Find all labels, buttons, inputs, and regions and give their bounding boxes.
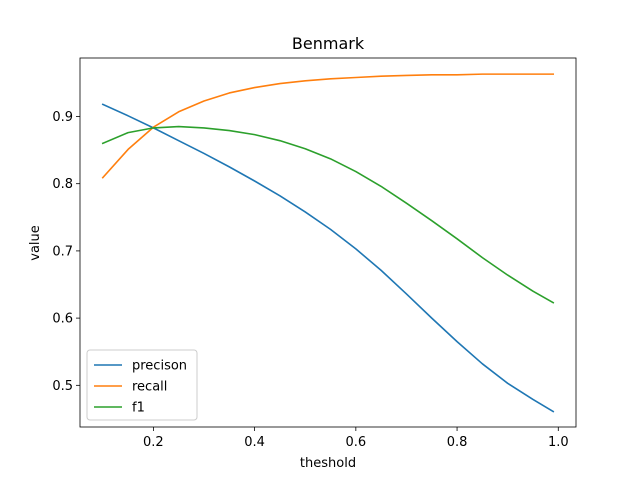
x-tick-label: 0.6 (345, 435, 366, 450)
x-tick-label: 1.0 (548, 435, 569, 450)
y-tick-label: 0.8 (52, 177, 73, 192)
x-tick-label: 0.4 (244, 435, 265, 450)
x-tick-label: 0.2 (143, 435, 164, 450)
y-tick-label: 0.7 (52, 244, 73, 259)
y-tick-label: 0.9 (52, 110, 73, 125)
y-tick-label: 0.6 (52, 312, 73, 327)
y-axis-label: value (28, 225, 43, 261)
series-line-precison (101, 103, 555, 413)
x-tick-label: 0.8 (447, 435, 468, 450)
series-line-recall (101, 73, 555, 179)
legend-label: recall (132, 380, 167, 395)
legend-box (86, 349, 198, 421)
axes-frame (79, 57, 577, 428)
legend-label: precison (132, 359, 187, 374)
plot-area: 0.2 0.4 0.6 0.8 1.0 0.5 0.6 0.7 0.8 0.9 (52, 57, 577, 450)
legend-label: f1 (132, 401, 145, 416)
series-line-f1 (101, 125, 555, 304)
chart-title: Benmark (292, 34, 365, 53)
y-tick-label: 0.5 (52, 379, 73, 394)
x-axis-label: theshold (300, 456, 356, 471)
legend: precison recall f1 (86, 349, 198, 421)
